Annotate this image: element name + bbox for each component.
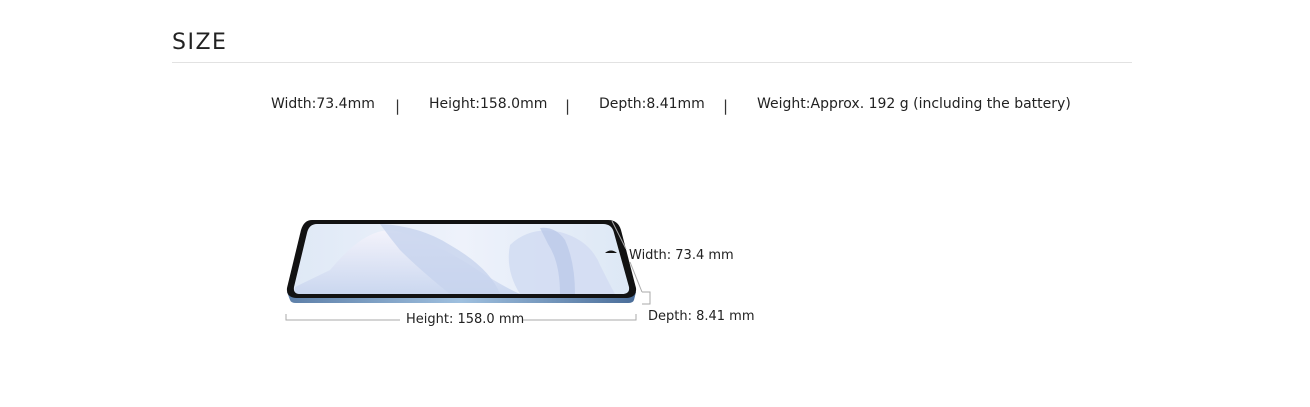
spec-weight: Weight:Approx. 192 g (including the batt… <box>757 96 1071 112</box>
spec-separator: | <box>565 97 571 115</box>
section-title: SIZE <box>172 30 228 55</box>
width-guide-line <box>611 220 627 250</box>
spec-depth: Depth:8.41mm <box>599 96 705 112</box>
spec-row: Width:73.4mm | Height:158.0mm | Depth:8.… <box>0 96 1310 116</box>
width-guide-line <box>629 261 643 293</box>
spec-height: Height:158.0mm <box>429 96 548 112</box>
depth-dimension-label: Depth: 8.41 mm <box>648 309 755 324</box>
camera-notch <box>605 250 617 253</box>
spec-width: Width:73.4mm <box>271 96 375 112</box>
height-dimension-label: Height: 158.0 mm <box>406 312 525 327</box>
wallpaper-wave <box>380 224 500 294</box>
title-divider <box>172 62 1132 63</box>
height-guide-line <box>522 314 637 321</box>
width-dimension-label: Width: 73.4 mm <box>629 248 734 263</box>
wallpaper-wave <box>540 227 575 294</box>
depth-guide-line <box>642 291 651 305</box>
height-guide-line <box>285 314 400 321</box>
spec-separator: | <box>395 97 401 115</box>
spec-separator: | <box>723 97 729 115</box>
